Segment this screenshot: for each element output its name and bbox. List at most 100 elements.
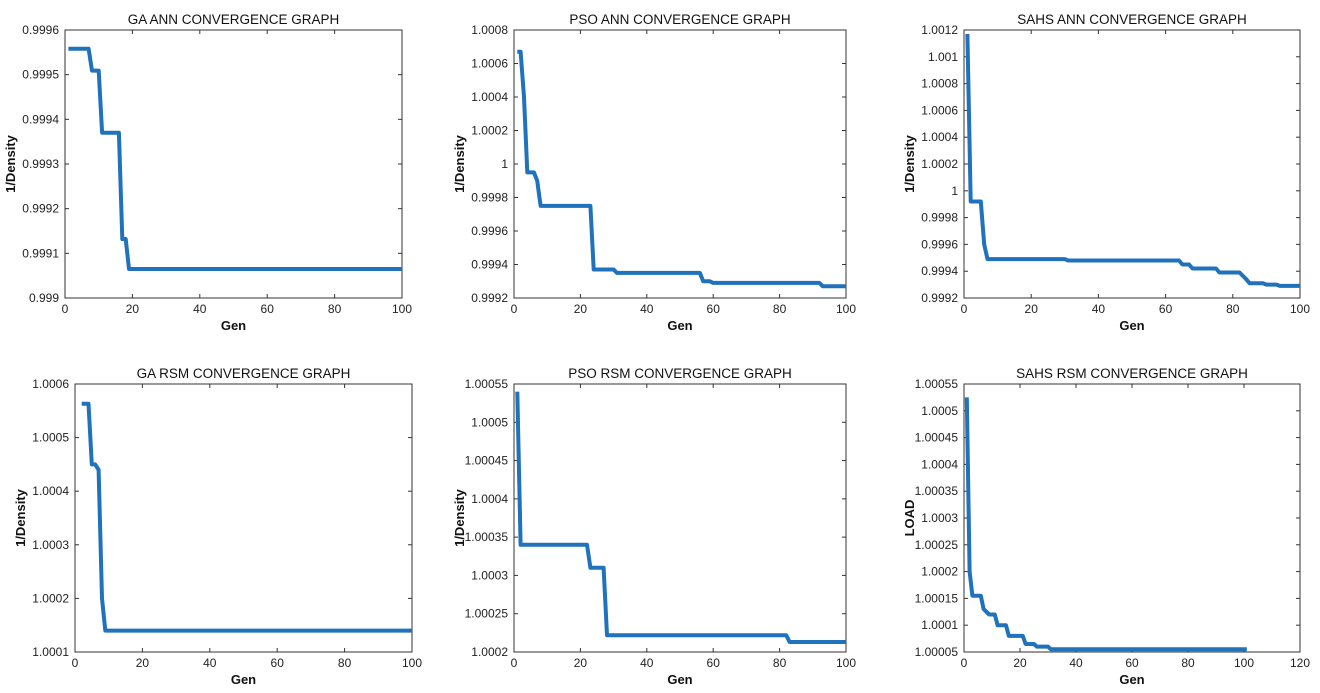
x-tick-label: 40 — [193, 302, 207, 316]
chart-title: GA RSM CONVERGENCE GRAPH — [137, 366, 351, 381]
y-tick-label: 1.0004 — [921, 457, 958, 471]
y-tick-label: 0.9994 — [921, 264, 958, 278]
chart-title: PSO ANN CONVERGENCE GRAPH — [569, 12, 790, 27]
chart-title: PSO RSM CONVERGENCE GRAPH — [568, 366, 792, 381]
y-tick-label: 0.9996 — [921, 237, 958, 251]
x-tick-label: 40 — [203, 656, 217, 670]
x-axis-label: Gen — [667, 318, 692, 333]
chart-title: SAHS ANN CONVERGENCE GRAPH — [1017, 12, 1247, 27]
x-tick-label: 60 — [707, 302, 721, 316]
x-tick-label: 0 — [511, 302, 518, 316]
chart-title: SAHS RSM CONVERGENCE GRAPH — [1016, 366, 1248, 381]
plot-frame — [74, 383, 413, 653]
x-tick-label: 100 — [836, 656, 856, 670]
x-tick-label: 0 — [62, 302, 69, 316]
x-tick-label: 80 — [328, 302, 342, 316]
y-tick-label: 0.9994 — [22, 112, 59, 126]
y-tick-label: 1.00035 — [465, 530, 509, 544]
y-axis-label: 1/Density — [452, 488, 467, 547]
x-axis-label: Gen — [1119, 318, 1144, 333]
x-tick-label: 60 — [261, 302, 275, 316]
x-tick-label: 20 — [1025, 302, 1039, 316]
y-axis-label: 1/Density — [13, 488, 28, 547]
x-tick-label: 20 — [1013, 656, 1027, 670]
y-tick-label: 1.0005 — [921, 404, 958, 418]
y-tick-label: 1.00025 — [915, 538, 959, 552]
x-tick-label: 60 — [707, 656, 721, 670]
x-tick-label: 80 — [773, 656, 787, 670]
x-tick-label: 80 — [1226, 302, 1240, 316]
x-tick-label: 20 — [574, 302, 588, 316]
y-tick-label: 1.0004 — [921, 130, 958, 144]
x-tick-label: 20 — [136, 656, 150, 670]
y-tick-label: 0.9996 — [22, 23, 59, 37]
series-line — [517, 49, 846, 289]
series-line — [965, 33, 1300, 288]
y-tick-label: 1.00005 — [915, 645, 959, 659]
y-tick-label: 1.0012 — [921, 23, 958, 37]
y-tick-label: 1.0002 — [471, 645, 508, 659]
y-tick-label: 1.0008 — [921, 77, 958, 91]
series-line — [964, 397, 1247, 652]
x-axis-label: Gen — [1119, 672, 1144, 687]
y-tick-label: 1.0008 — [471, 23, 508, 37]
y-tick-label: 0.9998 — [921, 211, 958, 225]
y-tick-label: 1.00025 — [465, 607, 509, 621]
y-tick-label: 1 — [951, 184, 958, 198]
y-tick-label: 0.9992 — [471, 291, 508, 305]
y-tick-label: 1.0004 — [32, 484, 69, 498]
x-axis-label: Gen — [667, 672, 692, 687]
y-tick-label: 1.00045 — [915, 431, 959, 445]
x-tick-label: 80 — [338, 656, 352, 670]
x-axis-label: Gen — [221, 318, 246, 333]
y-tick-label: 1.0004 — [471, 492, 508, 506]
x-tick-label: 60 — [1159, 302, 1173, 316]
plot-frame — [963, 383, 1301, 653]
plot-frame — [963, 29, 1301, 299]
y-tick-label: 1.0003 — [921, 511, 958, 525]
x-tick-label: 40 — [640, 302, 654, 316]
x-tick-label: 40 — [1092, 302, 1106, 316]
y-tick-label: 1.00055 — [915, 377, 959, 391]
chart-panel: GA ANN CONVERGENCE GRAPH 0 20 40 60 80 100 0.99… — [3, 12, 412, 333]
y-tick-label: 0.9996 — [471, 224, 508, 238]
x-tick-label: 0 — [511, 656, 518, 670]
y-axis-label: 1/Density — [902, 134, 917, 193]
x-tick-label: 20 — [574, 656, 588, 670]
y-tick-label: 0.9998 — [471, 191, 508, 205]
x-tick-label: 80 — [773, 302, 787, 316]
x-tick-label: 100 — [392, 302, 412, 316]
y-tick-label: 1.00055 — [465, 377, 509, 391]
y-tick-label: 1.0002 — [921, 157, 958, 171]
chart-panel: SAHS ANN CONVERGENCE GRAPH 0 20 40 60 80 100 0.… — [902, 12, 1310, 333]
x-tick-label: 120 — [1290, 656, 1310, 670]
x-tick-label: 0 — [72, 656, 79, 670]
y-tick-label: 1 — [501, 157, 508, 171]
x-tick-label: 100 — [836, 302, 856, 316]
y-tick-label: 0.9995 — [22, 68, 59, 82]
x-axis-label: Gen — [231, 672, 256, 687]
y-tick-label: 1.0006 — [32, 377, 69, 391]
x-tick-label: 100 — [1234, 656, 1254, 670]
y-axis-label: LOAD — [902, 500, 917, 537]
y-tick-label: 1.0003 — [32, 538, 69, 552]
y-tick-label: 1.0003 — [471, 568, 508, 582]
y-tick-label: 1.0005 — [32, 431, 69, 445]
x-tick-label: 100 — [1290, 302, 1310, 316]
y-tick-label: 1.0002 — [32, 591, 69, 605]
series-line — [515, 391, 846, 644]
chart-title: GA ANN CONVERGENCE GRAPH — [128, 12, 340, 27]
x-tick-label: 60 — [271, 656, 285, 670]
y-tick-label: 0.9992 — [921, 291, 958, 305]
y-tick-label: 1.00035 — [915, 484, 959, 498]
plot-frame — [64, 29, 403, 299]
x-tick-label: 20 — [126, 302, 140, 316]
y-tick-label: 0.9991 — [22, 246, 59, 260]
chart-panel: PSO ANN CONVERGENCE GRAPH 0 20 40 60 80 100 0.9… — [452, 12, 856, 333]
y-tick-label: 1.0004 — [471, 90, 508, 104]
y-axis-label: 1/Density — [3, 134, 18, 193]
x-tick-label: 40 — [1069, 656, 1083, 670]
chart-panel: GA RSM CONVERGENCE GRAPH 0 20 40 60 80 100 1.00… — [13, 366, 422, 687]
series-line — [81, 401, 412, 633]
